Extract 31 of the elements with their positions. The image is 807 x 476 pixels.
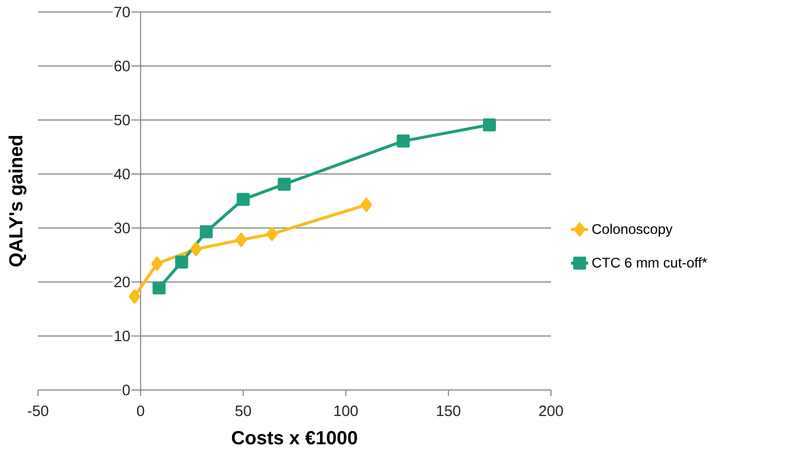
x-axis-title: Costs x €1000: [232, 431, 358, 444]
point: [175, 256, 188, 269]
y-tick-label: 40: [114, 168, 130, 180]
y-tick-label: 20: [114, 276, 130, 288]
point: [200, 225, 213, 238]
y-tick-label: 0: [122, 384, 130, 396]
y-axis-title: QALY's gained: [8, 136, 26, 267]
point: [236, 232, 247, 247]
y-tick-label: 70: [114, 6, 130, 18]
point: [266, 226, 278, 241]
point: [190, 242, 202, 256]
x-tick-label: 50: [235, 406, 251, 416]
y-tick-label: 50: [114, 114, 130, 126]
x-tick-label: -50: [28, 406, 48, 416]
y-tick-label: 30: [114, 222, 130, 234]
point: [278, 178, 291, 191]
x-tick-label: 150: [437, 406, 460, 416]
legend-label: CTC 6 mm cut-off*: [592, 257, 708, 268]
y-tick-label: 10: [114, 330, 130, 342]
legend-label: Colonoscopy: [592, 224, 673, 237]
point: [360, 198, 372, 212]
point: [396, 134, 410, 148]
point: [128, 290, 140, 304]
point: [482, 118, 496, 132]
point: [152, 281, 166, 294]
x-tick-label: 200: [539, 406, 563, 416]
x-tick-label: 100: [334, 406, 358, 416]
x-tick-label: 0: [137, 406, 144, 416]
point: [236, 192, 250, 206]
point: [151, 256, 163, 271]
y-tick-label: 60: [114, 60, 130, 72]
